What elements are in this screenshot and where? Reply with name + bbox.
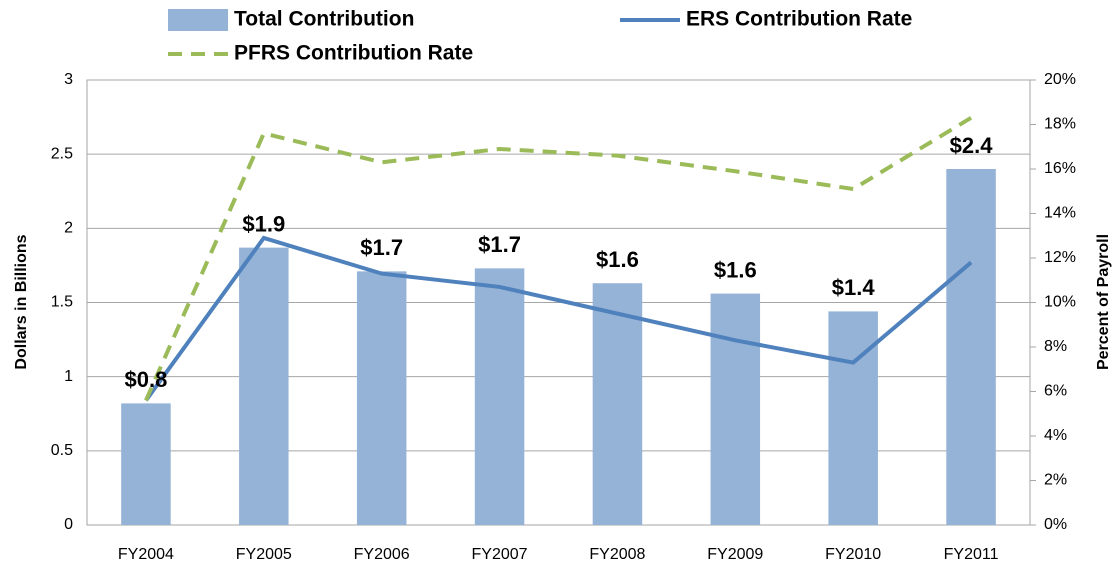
y2-tick-label: 16%: [1044, 160, 1076, 177]
y-tick-label: 2: [64, 220, 73, 237]
y2-tick-label: 20%: [1044, 71, 1076, 88]
legend-label: Total Contribution: [234, 8, 414, 31]
y-tick-label: 3: [64, 71, 73, 88]
y-tick-label: 0.5: [51, 442, 73, 459]
y-tick-label: 2.5: [51, 145, 73, 162]
x-tick-label: FY2006: [354, 546, 410, 563]
y2-tick-label: 4%: [1044, 427, 1067, 444]
y2-tick-label: 10%: [1044, 294, 1076, 311]
value-label: $1.6: [714, 257, 757, 282]
y2-tick-label: 18%: [1044, 116, 1076, 133]
y-tick-label: 0: [64, 516, 73, 533]
value-label: $1.7: [478, 232, 521, 257]
x-tick-label: FY2011: [944, 546, 999, 563]
value-label: $1.4: [832, 275, 876, 300]
value-label: $1.6: [596, 247, 639, 272]
y2-tick-label: 8%: [1044, 338, 1067, 355]
x-tick-label: FY2008: [589, 546, 645, 563]
x-tick-label: FY2010: [825, 546, 881, 563]
plot-border: [86, 79, 1031, 526]
y2-tick-label: 14%: [1044, 205, 1076, 222]
line-series: [144, 235, 973, 402]
y2-tick-label: 0%: [1044, 516, 1067, 533]
value-label: $2.4: [950, 133, 994, 158]
y2-tick-label: 6%: [1044, 383, 1067, 400]
bar: [592, 283, 643, 525]
y-tick-label: 1.5: [51, 294, 73, 311]
legend-label: PFRS Contribution Rate: [234, 42, 473, 65]
bar: [474, 268, 525, 525]
bar: [828, 311, 878, 525]
y2-axis-title: Percent of Payroll: [1095, 234, 1112, 370]
line-series: [144, 116, 973, 402]
y-axis-title: Dollars in Billions: [13, 234, 30, 369]
x-tick-label: FY2009: [707, 546, 763, 563]
value-label: $0.8: [125, 367, 168, 392]
x-tick-label: FY2004: [118, 546, 174, 563]
value-label: $1.7: [360, 235, 403, 260]
bar: [710, 293, 761, 525]
value-label: $1.9: [242, 211, 285, 236]
bar: [946, 169, 996, 525]
bar: [121, 403, 171, 525]
x-tick-label: FY2007: [472, 546, 528, 563]
x-tick-label: FY2005: [236, 546, 292, 563]
y2-tick-label: 2%: [1044, 472, 1067, 489]
legend-swatch: [168, 9, 228, 31]
bar: [239, 247, 289, 525]
legend-label: ERS Contribution Rate: [686, 8, 912, 31]
y2-tick-label: 12%: [1044, 249, 1076, 266]
bar: [356, 271, 407, 525]
y-tick-label: 1: [64, 368, 73, 385]
